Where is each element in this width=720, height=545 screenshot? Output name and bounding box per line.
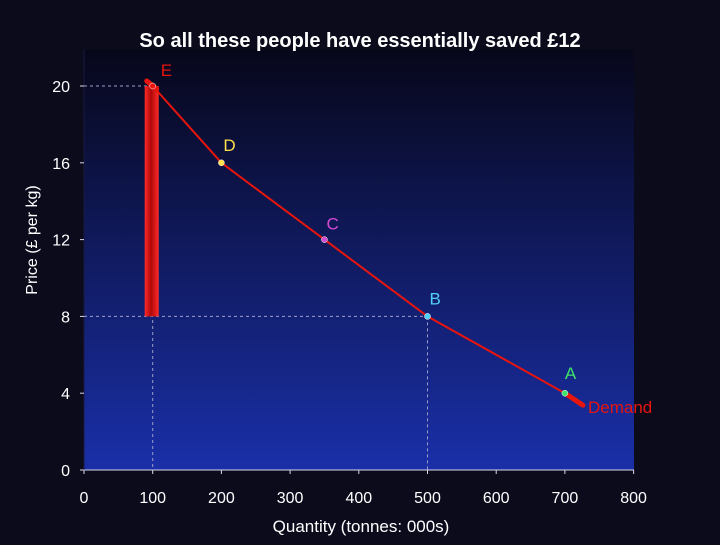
- point-label-c: C: [326, 215, 338, 234]
- x-tick-label: 700: [552, 490, 579, 507]
- x-tick-label: 500: [414, 490, 441, 507]
- x-tick-label: 200: [208, 490, 235, 507]
- point-label-b: B: [430, 289, 441, 308]
- savings-bar: [144, 86, 159, 317]
- y-tick-label: 4: [61, 386, 70, 403]
- point-label-a: A: [565, 364, 577, 383]
- x-tick-label: 400: [345, 490, 372, 507]
- point-c: [321, 236, 328, 243]
- point-a: [561, 389, 569, 397]
- x-tick-label: 600: [483, 490, 510, 507]
- slide-title: So all these people have essentially sav…: [139, 30, 581, 52]
- y-tick-label: 8: [61, 309, 70, 326]
- demand-line-end: [562, 390, 586, 408]
- point-d: [218, 159, 225, 167]
- demand-label: Demand: [588, 398, 652, 417]
- x-axis-label: Quantity (tonnes: 000s): [273, 517, 450, 536]
- point-label-e: E: [161, 61, 172, 80]
- x-tick-label: 300: [277, 490, 304, 507]
- point-label-d: D: [223, 136, 235, 155]
- point-e: [149, 82, 156, 90]
- y-axis-label: Price (£ per kg): [24, 185, 41, 294]
- plot-area: [84, 50, 634, 470]
- y-tick-label: 0: [61, 463, 70, 480]
- point-b: [424, 313, 431, 320]
- x-tick-label: 100: [139, 490, 166, 507]
- x-tick-label: 800: [620, 490, 647, 507]
- y-tick-label: 12: [52, 233, 70, 250]
- y-tick-label: 16: [52, 156, 70, 173]
- y-tick-label: 20: [52, 79, 70, 96]
- x-tick-label: 0: [80, 490, 89, 507]
